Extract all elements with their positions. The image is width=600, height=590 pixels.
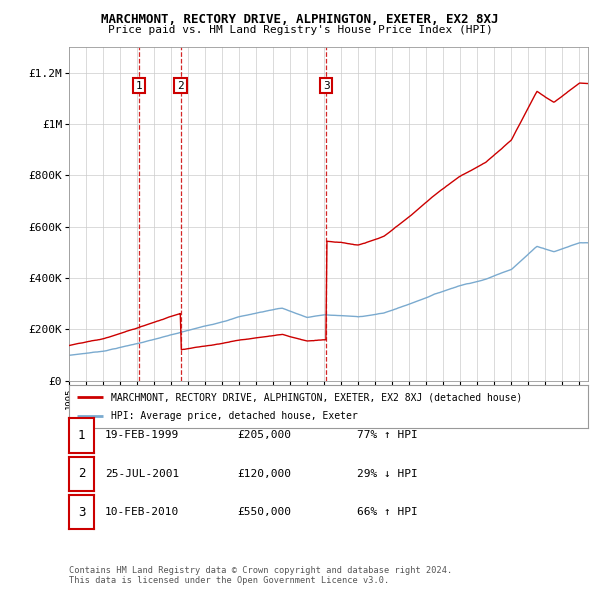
Text: 25-JUL-2001: 25-JUL-2001 xyxy=(105,469,179,478)
Text: MARCHMONT, RECTORY DRIVE, ALPHINGTON, EXETER, EX2 8XJ (detached house): MARCHMONT, RECTORY DRIVE, ALPHINGTON, EX… xyxy=(110,392,522,402)
Text: Price paid vs. HM Land Registry's House Price Index (HPI): Price paid vs. HM Land Registry's House … xyxy=(107,25,493,35)
Text: 10-FEB-2010: 10-FEB-2010 xyxy=(105,507,179,517)
Text: £120,000: £120,000 xyxy=(237,469,291,478)
Text: £550,000: £550,000 xyxy=(237,507,291,517)
Text: 66% ↑ HPI: 66% ↑ HPI xyxy=(357,507,418,517)
Text: HPI: Average price, detached house, Exeter: HPI: Average price, detached house, Exet… xyxy=(110,411,357,421)
Text: MARCHMONT, RECTORY DRIVE, ALPHINGTON, EXETER, EX2 8XJ: MARCHMONT, RECTORY DRIVE, ALPHINGTON, EX… xyxy=(101,13,499,26)
Text: 1: 1 xyxy=(78,429,85,442)
Text: 19-FEB-1999: 19-FEB-1999 xyxy=(105,431,179,440)
Text: 2: 2 xyxy=(177,81,184,91)
Text: 3: 3 xyxy=(323,81,329,91)
Text: 3: 3 xyxy=(78,506,85,519)
Text: 1: 1 xyxy=(136,81,142,91)
Text: £205,000: £205,000 xyxy=(237,431,291,440)
Text: 2: 2 xyxy=(78,467,85,480)
Text: 29% ↓ HPI: 29% ↓ HPI xyxy=(357,469,418,478)
Text: Contains HM Land Registry data © Crown copyright and database right 2024.
This d: Contains HM Land Registry data © Crown c… xyxy=(69,566,452,585)
Text: 77% ↑ HPI: 77% ↑ HPI xyxy=(357,431,418,440)
